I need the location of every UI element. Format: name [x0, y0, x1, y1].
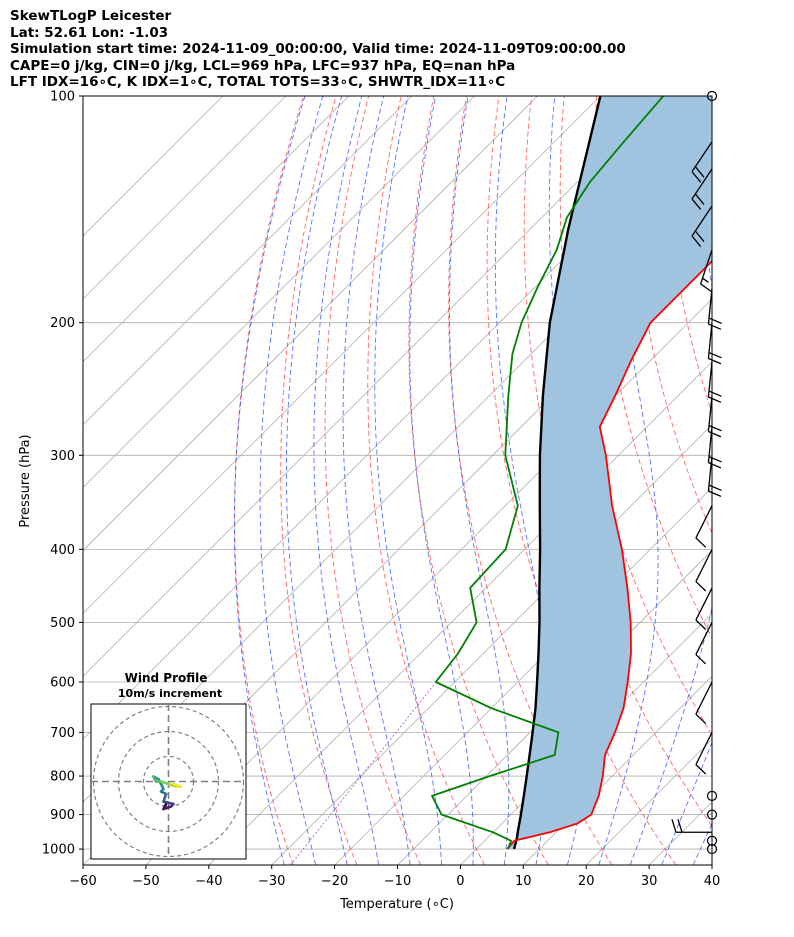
- hodograph-segment: [162, 800, 175, 806]
- temperature-line: [506, 259, 712, 850]
- wind-barb: [691, 141, 713, 183]
- x-tick-label: −20: [321, 874, 348, 889]
- isotherm-gridline: [83, 96, 224, 237]
- y-tick-label: 600: [50, 675, 75, 690]
- isotherm-gridline: [83, 96, 664, 677]
- hodograph-segment: [167, 782, 178, 788]
- x-tick-label: 10: [515, 874, 532, 889]
- x-tick-label: 20: [578, 874, 595, 889]
- x-tick-label: 0: [456, 874, 464, 889]
- chart-title: SkewTLogP Leicester: [10, 8, 172, 24]
- wind-barb: [707, 395, 722, 438]
- y-tick-label: 400: [50, 543, 75, 558]
- y-tick-label: 300: [50, 449, 75, 464]
- wind-barb: [707, 288, 722, 330]
- dry-adiabat: [234, 96, 304, 865]
- isotherm-gridline: [83, 96, 412, 426]
- isotherm-gridline: [334, 487, 712, 865]
- plot-area: [83, 96, 794, 865]
- hodograph: [91, 704, 246, 859]
- x-tick-label: −40: [195, 874, 222, 889]
- y-tick-label: 100: [50, 90, 75, 105]
- isotherm-gridline: [83, 96, 287, 300]
- x-tick-label: −30: [258, 874, 285, 889]
- wind-barb: [695, 622, 713, 665]
- moist-adiabat: [409, 96, 474, 865]
- dry-adiabat: [324, 96, 422, 865]
- wind-barb: [707, 455, 722, 497]
- y-tick-label: 700: [50, 726, 75, 741]
- isotherm-gridline: [523, 675, 712, 865]
- hodograph-title: Wind Profile: [125, 671, 208, 685]
- x-tick-label: −60: [69, 874, 96, 889]
- x-tick-label: −10: [384, 874, 411, 889]
- time-line: Simulation start time: 2024-11-09_00:00:…: [10, 41, 626, 58]
- x-tick-label: 30: [641, 874, 658, 889]
- moist-adiabat: [259, 96, 324, 865]
- y-tick-label: 800: [50, 770, 75, 785]
- wind-barb: [707, 361, 722, 403]
- hodograph-segment: [162, 805, 173, 811]
- moist-adiabat: [313, 96, 380, 865]
- x-tick-label: −50: [132, 874, 159, 889]
- wind-barb: [695, 549, 713, 592]
- dry-adiabat: [727, 96, 794, 865]
- wind-barb: [699, 249, 713, 293]
- wind-barb: [691, 205, 713, 247]
- dry-adiabat: [559, 96, 712, 736]
- x-tick-label: 40: [704, 874, 721, 889]
- dry-adiabat: [280, 96, 358, 865]
- y-axis-label: Pressure (hPa): [18, 434, 33, 527]
- y-tick-label: 500: [50, 616, 75, 631]
- wind-barb: [691, 168, 713, 210]
- chart-title-block: SkewTLogP Leicester Lat: 52.61 Lon: -1.0…: [10, 8, 790, 91]
- isotherm-gridline: [83, 96, 475, 489]
- wind-barb: [695, 587, 713, 630]
- hodograph-segment: [162, 792, 168, 803]
- stability-line: CAPE=0 j/kg, CIN=0 j/kg, LCL=969 hPa, LF…: [10, 57, 516, 74]
- y-tick-label: 200: [50, 316, 75, 331]
- dry-adiabat: [367, 96, 485, 865]
- moist-adiabat: [725, 96, 794, 865]
- dry-adiabat: [408, 96, 549, 865]
- dry-adiabat: [523, 96, 712, 828]
- isotherm-gridline: [83, 96, 538, 552]
- isotherm-gridline: [397, 549, 712, 865]
- hodograph-segment: [172, 782, 183, 788]
- isotherm-gridline: [711, 864, 712, 865]
- axes: −60 −50 −40 −30 −20 −10 0 10 20 30 40 1000 900 800 700…: [42, 90, 720, 890]
- moist-adiabat: [285, 96, 348, 865]
- moist-adiabat: [374, 96, 442, 865]
- moist-adiabat: [342, 96, 411, 865]
- dewpoint-line: [431, 96, 664, 850]
- y-tick-label: 1000: [42, 843, 75, 858]
- wind-barb: [695, 681, 713, 725]
- x-axis-label: Temperature (∘C): [339, 897, 454, 912]
- isotherm-gridline: [83, 96, 601, 614]
- index-line: LFT IDX=16∘C, K IDX=1∘C, TOTAL TOTS=33∘C…: [10, 74, 506, 91]
- isotherm-gridline: [145, 298, 712, 865]
- isotherm-gridline: [83, 96, 350, 363]
- dry-adiabat: [628, 96, 712, 535]
- parcel-profile-line: [512, 96, 602, 850]
- moist-adiabat: [449, 96, 510, 865]
- wind-barb: [695, 732, 713, 775]
- hodograph-subtitle: 10m/s increment: [118, 687, 222, 700]
- wind-barb: [707, 322, 722, 365]
- moist-adiabat: [233, 96, 306, 865]
- wind-barb: [695, 505, 713, 548]
- y-tick-label: 900: [50, 808, 75, 823]
- hodograph-segment: [159, 780, 170, 786]
- isotherm-gridline: [271, 424, 712, 865]
- wind-barb: [671, 819, 712, 833]
- dry-adiabat: [760, 96, 794, 865]
- location-line: Lat: 52.61 Lon: -1.03: [10, 24, 169, 41]
- mixing-ratio-line: [290, 683, 436, 865]
